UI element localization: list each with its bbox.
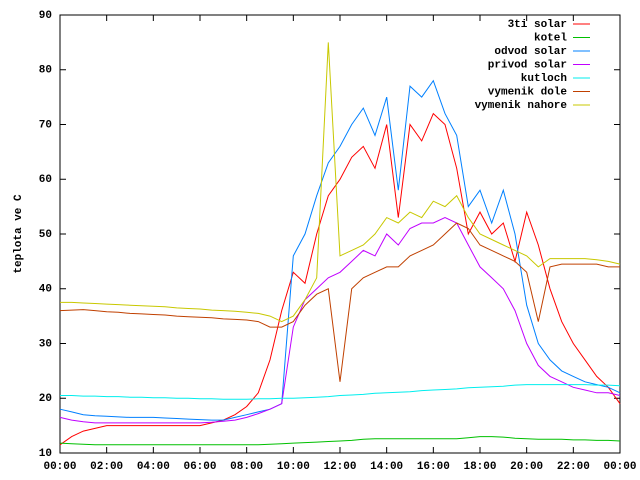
x-tick-label: 04:00 <box>137 461 170 473</box>
y-tick-label: 90 <box>39 10 52 22</box>
x-tick-label: 08:00 <box>230 461 263 473</box>
y-tick-label: 40 <box>39 284 52 296</box>
x-tick-label: 14:00 <box>370 461 403 473</box>
series-line <box>59 217 621 424</box>
y-tick-label: 10 <box>39 448 52 460</box>
legend-label: vymenik dole <box>488 86 568 98</box>
x-tick-label: 02:00 <box>90 461 123 473</box>
x-tick-label: 22:00 <box>557 461 590 473</box>
x-tick-label: 16:00 <box>417 461 450 473</box>
y-tick-label: 70 <box>39 119 52 131</box>
series-line <box>60 384 621 400</box>
x-tick-label: 10:00 <box>277 461 310 473</box>
legend-label: vymenik nahore <box>475 100 568 112</box>
y-tick-label: 30 <box>39 338 52 350</box>
x-tick-label: 18:00 <box>463 461 496 473</box>
legend-label: privod solar <box>488 59 567 71</box>
x-tick-label: 12:00 <box>323 461 356 473</box>
x-tick-label: 00:00 <box>43 461 76 473</box>
y-tick-label: 20 <box>39 393 52 405</box>
series-line <box>59 222 620 382</box>
series-line <box>59 79 621 421</box>
x-tick-label: 20:00 <box>510 461 543 473</box>
series-line <box>59 112 621 446</box>
y-tick-label: 60 <box>39 174 52 186</box>
series-line <box>59 436 621 446</box>
y-tick-label: 80 <box>39 65 52 77</box>
x-tick-label: 06:00 <box>183 461 216 473</box>
x-tick-label: 00:00 <box>603 461 636 473</box>
series-line <box>60 42 621 323</box>
y-tick-label: 50 <box>39 229 52 241</box>
legend-label: kutloch <box>521 73 567 85</box>
legend-label: odvod solar <box>494 46 567 58</box>
y-axis-label: teplota ve C <box>13 194 25 274</box>
legend-label: kotel <box>534 32 567 44</box>
legend-label: 3ti solar <box>508 19 567 31</box>
